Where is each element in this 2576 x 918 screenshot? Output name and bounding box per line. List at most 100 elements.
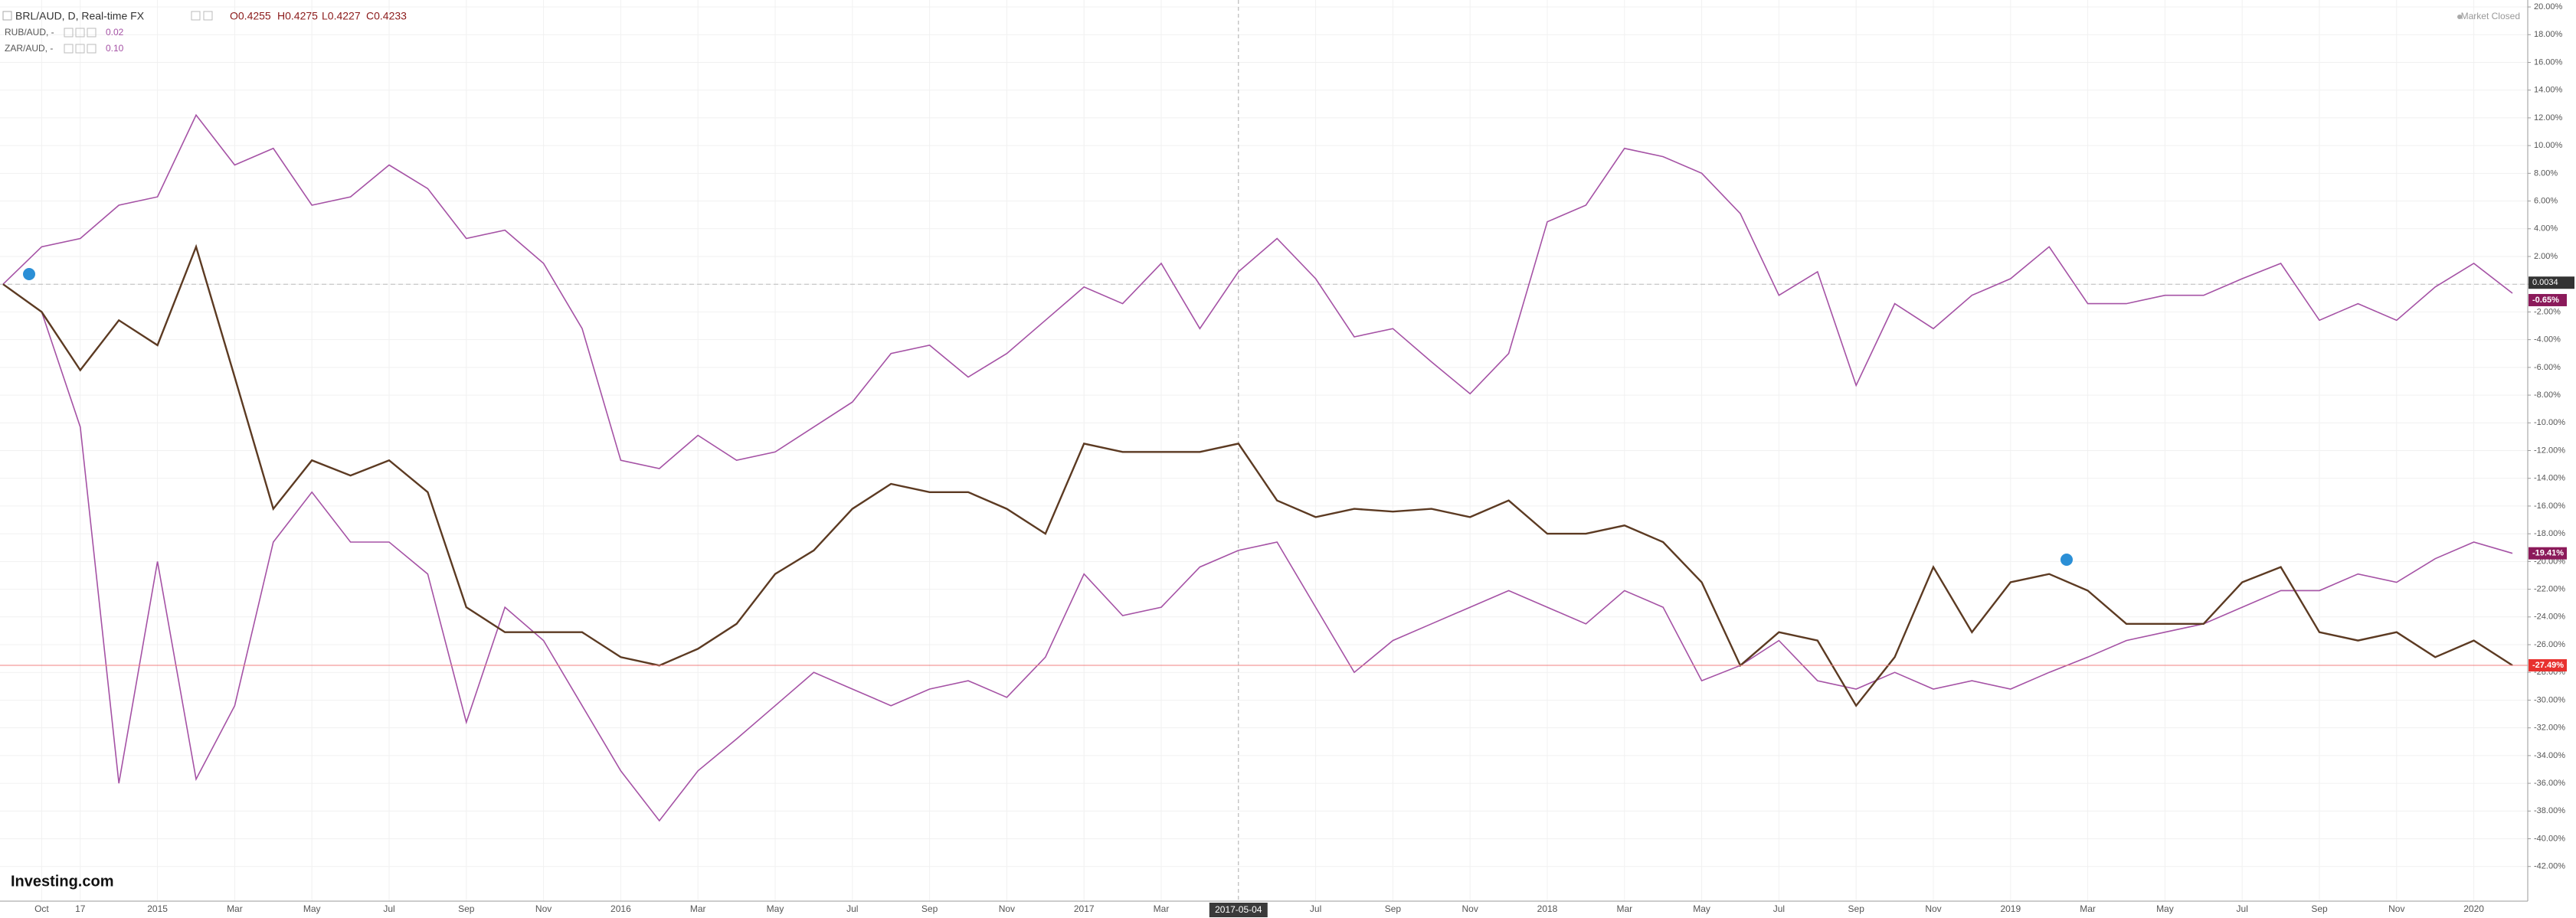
y-tick-label: -30.00% (2534, 695, 2565, 704)
event-marker[interactable] (2060, 554, 2073, 566)
x-tick-label: 2015 (147, 903, 168, 914)
y-tick-label: -10.00% (2534, 418, 2565, 427)
x-tick-label: Mar (2080, 903, 2096, 914)
x-tick-label: May (2156, 903, 2174, 914)
x-tick-label: 2019 (2000, 903, 2021, 914)
x-tick-label: Nov (999, 903, 1015, 914)
last-label-bg (2529, 547, 2567, 560)
x-tick-label: 17 (75, 903, 86, 914)
y-tick-label: -22.00% (2534, 584, 2565, 593)
x-tick-label: 2020 (2463, 903, 2484, 914)
series-line (2, 113, 2513, 469)
y-tick-label: 16.00% (2534, 57, 2563, 67)
last-label: -27.49% (2532, 661, 2564, 670)
y-tick-label: -36.00% (2534, 779, 2565, 788)
x-tick-label: Jul (383, 903, 394, 914)
y-tick-label: 18.00% (2534, 30, 2563, 39)
icon[interactable] (87, 28, 97, 38)
ohlc: C0.4233 (366, 10, 407, 22)
series-line (2, 283, 2513, 822)
icon[interactable] (64, 44, 74, 54)
y-tick-label: -38.00% (2534, 806, 2565, 815)
last-label-bg (2529, 293, 2567, 306)
ohlc: L0.4227 (322, 10, 361, 22)
crosshair-label: 2017-05-04 (1215, 904, 1262, 915)
x-tick-label: Sep (921, 903, 938, 914)
y-tick-label: 4.00% (2534, 224, 2558, 234)
y-tick-label: -4.00% (2534, 335, 2561, 345)
crosshair-label-bg (1209, 903, 1268, 917)
y-tick-label: 12.00% (2534, 113, 2563, 123)
y-tick-label: 10.00% (2534, 141, 2563, 150)
y-tick-label: 20.00% (2534, 2, 2563, 11)
x-tick-label: Mar (227, 903, 243, 914)
x-tick-label: Sep (1385, 903, 1402, 914)
y-tick-label: -8.00% (2534, 390, 2561, 400)
y-tick-label: -26.00% (2534, 640, 2565, 649)
legend-value: 0.02 (106, 27, 124, 38)
y-tick-label: 8.00% (2534, 168, 2558, 178)
x-tick-label: Sep (2311, 903, 2328, 914)
x-tick-label: May (767, 903, 784, 914)
x-tick-label: May (1693, 903, 1710, 914)
icon[interactable] (203, 11, 213, 21)
legend-name: RUB/AUD, - (5, 27, 54, 38)
x-tick-label: Nov (535, 903, 552, 914)
event-marker[interactable] (23, 268, 35, 280)
icon[interactable] (87, 44, 97, 54)
x-tick-label: Jul (1773, 903, 1785, 914)
x-tick-label: Nov (2388, 903, 2404, 914)
y-tick-label: -16.00% (2534, 501, 2565, 511)
y-tick-label: -34.00% (2534, 751, 2565, 760)
y-tick-label: -6.00% (2534, 363, 2561, 372)
plot (0, 0, 2528, 901)
last-label-bg (2529, 658, 2567, 671)
x-tick-label: Nov (1925, 903, 1941, 914)
y-tick-label: -32.00% (2534, 724, 2565, 733)
collapse-icon[interactable] (2, 11, 12, 21)
y-tick-label: -42.00% (2534, 862, 2565, 871)
grid (0, 0, 2531, 901)
y-tick-label: -24.00% (2534, 613, 2565, 622)
baseline-label-bg (2529, 276, 2574, 289)
x-tick-label: Jul (2237, 903, 2248, 914)
y-tick-label: 14.00% (2534, 86, 2563, 95)
y-tick-label: -18.00% (2534, 529, 2565, 538)
x-tick-label: Oct (34, 903, 49, 914)
x-tick-label: Jul (846, 903, 858, 914)
market-status: Market Closed (2461, 11, 2520, 21)
x-tick-label: Mar (690, 903, 706, 914)
icon[interactable] (75, 44, 85, 54)
x-tick-label: 2016 (610, 903, 631, 914)
x-tick-label: 2017 (1074, 903, 1095, 914)
icon[interactable] (64, 28, 74, 38)
y-tick-label: -40.00% (2534, 834, 2565, 843)
last-label: -19.41% (2532, 549, 2564, 558)
series-line (2, 243, 2513, 707)
legend-name: ZAR/AUD, - (5, 43, 53, 54)
legend-value: 0.10 (106, 43, 124, 54)
x-tick-label: Sep (1848, 903, 1865, 914)
icon[interactable] (191, 11, 201, 21)
ohlc: H0.4275 (277, 10, 318, 22)
logo[interactable]: Investing.com (11, 873, 113, 890)
x-tick-label: Sep (458, 903, 475, 914)
baseline-label: 0.0034 (2532, 278, 2558, 287)
y-tick-label: 6.00% (2534, 196, 2558, 205)
x-tick-label: May (303, 903, 321, 914)
series-title: BRL/AUD, D, Real-time FX (15, 10, 145, 22)
x-tick-label: Nov (1462, 903, 1478, 914)
x-tick-label: Jul (1310, 903, 1321, 914)
x-tick-label: Mar (1154, 903, 1170, 914)
x-tick-label: 2018 (1537, 903, 1558, 914)
icon[interactable] (75, 28, 85, 38)
y-tick-label: 2.00% (2534, 252, 2558, 261)
y-tick-label: -14.00% (2534, 474, 2565, 483)
y-tick-label: -12.00% (2534, 446, 2565, 455)
last-label: -0.65% (2532, 296, 2559, 305)
x-tick-label: Mar (1616, 903, 1632, 914)
y-tick-label: -2.00% (2534, 307, 2561, 316)
